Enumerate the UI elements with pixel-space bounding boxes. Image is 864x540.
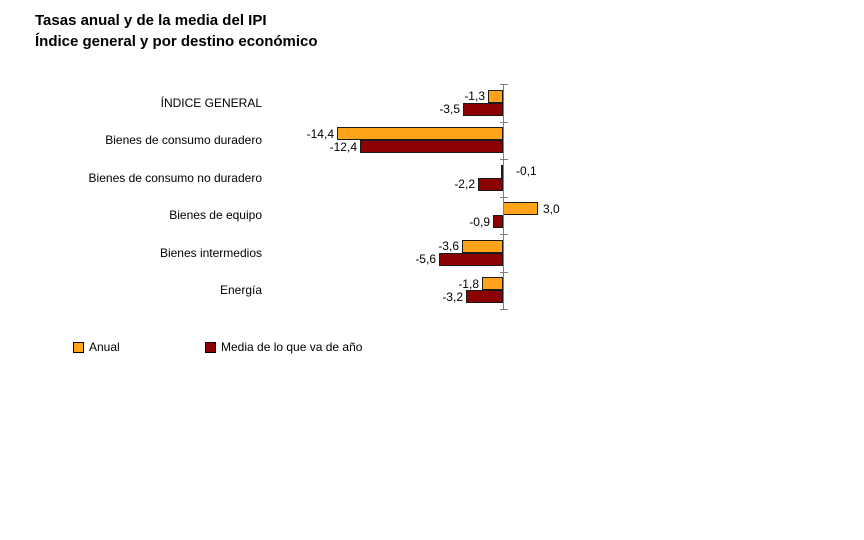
legend-item-media-de-lo-que-va-de-ano: Media de lo que va de año [205,340,362,354]
value-label-media-de-lo-que-va-de-ano-bienes-de-consumo-no-duradero: -2,2 [454,177,475,192]
chart-title-line2: Índice general y por destino económico [35,33,318,50]
bar-media-de-lo-que-va-de-ano-bienes-intermedios [439,252,503,266]
value-label-media-de-lo-que-va-de-ano-energia: -3,2 [442,289,463,304]
value-label-anual-indice-general: -1,3 [464,89,485,104]
axis-tick [500,234,508,235]
bar-media-de-lo-que-va-de-ano-bienes-de-equipo [493,215,503,229]
bar-anual-energia [482,277,503,291]
legend-label-anual: Anual [89,340,120,354]
chart-title: Tasas anual y de la media del IPI Índice… [35,10,318,52]
category-label-energia: Energía [219,283,262,298]
bar-anual-bienes-de-consumo-no-duradero [501,164,503,178]
value-label-anual-bienes-de-consumo-no-duradero: -0,1 [516,164,537,179]
category-label-indice-general: ÍNDICE GENERAL [160,95,262,110]
bar-media-de-lo-que-va-de-ano-bienes-de-consumo-duradero [360,140,503,154]
bar-media-de-lo-que-va-de-ano-indice-general [463,102,503,116]
bar-anual-bienes-intermedios [462,239,503,253]
value-label-anual-energia: -1,8 [458,276,479,291]
chart-title-line1: Tasas anual y de la media del IPI [35,12,267,29]
bar-media-de-lo-que-va-de-ano-energia [466,290,503,304]
category-label-bienes-de-consumo-duradero: Bienes de consumo duradero [105,133,262,148]
bar-anual-bienes-de-equipo [503,202,538,216]
legend-item-anual: Anual [73,340,120,354]
axis-tick [500,196,508,198]
category-label-bienes-intermedios: Bienes intermedios [159,245,262,260]
category-label-bienes-de-equipo: Bienes de equipo [169,208,262,223]
axis-tick [500,159,508,160]
value-label-anual-bienes-de-consumo-duradero: -14,4 [306,126,334,141]
bar-media-de-lo-que-va-de-ano-bienes-de-consumo-no-duradero [478,177,503,191]
axis-tick [500,309,508,310]
axis-tick [500,271,508,273]
axis-tick [500,84,508,85]
value-label-media-de-lo-que-va-de-ano-indice-general: -3,5 [439,102,460,117]
axis-tick [500,121,508,123]
legend-swatch-anual [73,341,84,353]
bar-anual-bienes-de-consumo-duradero [337,127,503,141]
value-label-anual-bienes-intermedios: -3,6 [438,239,459,254]
value-label-anual-bienes-de-equipo: 3,0 [543,201,560,216]
value-label-media-de-lo-que-va-de-ano-bienes-intermedios: -5,6 [415,252,436,267]
legend-swatch-media-de-lo-que-va-de-ano [205,341,216,353]
value-label-media-de-lo-que-va-de-ano-bienes-de-consumo-duradero: -12,4 [329,139,357,154]
category-label-bienes-de-consumo-no-duradero: Bienes de consumo no duradero [88,170,262,185]
legend-label-media-de-lo-que-va-de-ano: Media de lo que va de año [221,340,363,354]
value-label-media-de-lo-que-va-de-ano-bienes-de-equipo: -0,9 [469,214,490,229]
bar-anual-indice-general [488,89,503,103]
